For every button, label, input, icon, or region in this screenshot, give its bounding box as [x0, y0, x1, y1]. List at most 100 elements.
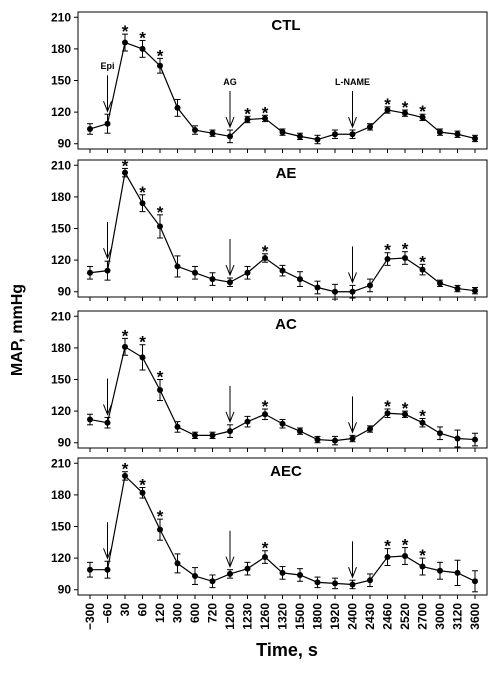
- series-line: [89, 41, 476, 141]
- x-tick-label: 3120: [451, 603, 465, 630]
- data-point: [139, 200, 146, 207]
- significance-star: *: [402, 240, 409, 259]
- y-tick-label: 90: [58, 285, 72, 299]
- data-point: [332, 131, 338, 138]
- data-point: [402, 255, 408, 262]
- data-point: [297, 133, 303, 140]
- data-point: [104, 419, 111, 426]
- y-axis-label: MAP, mmHg: [9, 283, 26, 377]
- event-arrow-head: [103, 247, 112, 260]
- data-point: [314, 284, 321, 291]
- data-point: [472, 578, 478, 585]
- annotation-lname: L-NAME: [335, 77, 370, 87]
- data-point: [279, 569, 286, 576]
- data-point: [244, 418, 251, 425]
- significance-star: *: [244, 104, 251, 123]
- panel-aec: 90 120 150 180 210 AEC * * * * * * *: [51, 456, 488, 599]
- data-point: [104, 566, 111, 573]
- y-tick-label: 120: [51, 551, 71, 565]
- data-point: [227, 133, 233, 140]
- data-point: [174, 104, 181, 111]
- data-point: [192, 573, 198, 580]
- panel-title: AEC: [270, 463, 302, 480]
- y-tick-label: 150: [51, 373, 71, 387]
- data-point: [454, 435, 461, 442]
- y-tick-label: 180: [51, 42, 71, 56]
- data-point: [402, 553, 408, 560]
- x-tick-label: 2460: [381, 603, 395, 630]
- data-point: [192, 127, 198, 134]
- event-arrow-head: [103, 548, 112, 560]
- data-point: [262, 115, 268, 122]
- x-tick-label: 3000: [433, 603, 447, 630]
- y-tick-label: 180: [51, 488, 71, 502]
- data-point: [402, 110, 408, 117]
- x-tick-label: 2700: [416, 603, 430, 630]
- data-point: [332, 437, 338, 444]
- x-tick-label: 120: [153, 603, 167, 623]
- data-point: [87, 125, 93, 132]
- data-point: [192, 269, 198, 276]
- data-point: [367, 282, 373, 289]
- data-point: [192, 432, 198, 439]
- data-point: [139, 354, 146, 361]
- data-point: [367, 123, 373, 130]
- data-point: [437, 129, 443, 136]
- event-arrow-head: [103, 101, 112, 113]
- x-tick-label: 1230: [241, 603, 255, 630]
- x-tick-label: 720: [206, 603, 220, 623]
- panel-ae: 90 120 150 180 210 AE * * * * * * *: [51, 156, 488, 301]
- annotation-ag: AG: [223, 77, 237, 87]
- data-point: [209, 276, 216, 283]
- y-tick-label: 90: [58, 137, 72, 151]
- data-point: [297, 276, 303, 283]
- y-tick-label: 210: [51, 309, 71, 323]
- significance-star: *: [402, 536, 409, 555]
- data-point: [122, 343, 128, 350]
- data-point: [262, 554, 268, 561]
- data-point: [454, 569, 461, 576]
- significance-star: *: [139, 183, 146, 202]
- data-point: [349, 131, 356, 138]
- significance-star: *: [402, 98, 409, 117]
- significance-star: *: [384, 537, 391, 556]
- data-point: [157, 387, 163, 394]
- data-point: [314, 579, 321, 586]
- data-point: [349, 288, 356, 295]
- significance-star: *: [262, 397, 269, 416]
- data-point: [157, 223, 163, 230]
- data-point: [139, 489, 146, 496]
- data-point: [244, 269, 251, 276]
- y-tick-label: 120: [51, 253, 71, 267]
- x-tick-label: 2430: [363, 603, 377, 630]
- event-arrow-head: [348, 116, 357, 129]
- data-point: [437, 567, 443, 574]
- data-point: [122, 472, 128, 479]
- event-arrow-head: [225, 411, 235, 424]
- data-point: [227, 279, 233, 286]
- data-point: [174, 263, 181, 270]
- data-point: [419, 266, 426, 273]
- y-tick-label: 180: [51, 190, 71, 204]
- data-point: [437, 280, 443, 287]
- data-point: [279, 129, 286, 136]
- data-point: [419, 114, 426, 121]
- data-point: [122, 169, 128, 176]
- y-tick-label: 210: [51, 158, 71, 172]
- x-tick-label: 3600: [468, 603, 482, 630]
- annotation-epi: Epi: [100, 61, 114, 71]
- x-tick-label: −60: [101, 603, 115, 624]
- significance-star: *: [419, 102, 426, 121]
- data-point: [279, 267, 286, 274]
- significance-star: *: [384, 95, 391, 114]
- data-point: [87, 566, 93, 573]
- event-arrow-head: [225, 264, 235, 277]
- significance-star: *: [122, 22, 129, 41]
- panel-ctl: 90 120 150 180 210 CTL * * * * * * * * Epi AG L-NAME: [51, 10, 488, 153]
- significance-star: *: [139, 476, 146, 495]
- y-tick-label: 120: [51, 105, 71, 119]
- y-tick-label: 90: [58, 436, 72, 450]
- data-point: [87, 269, 93, 276]
- significance-star: *: [402, 399, 409, 418]
